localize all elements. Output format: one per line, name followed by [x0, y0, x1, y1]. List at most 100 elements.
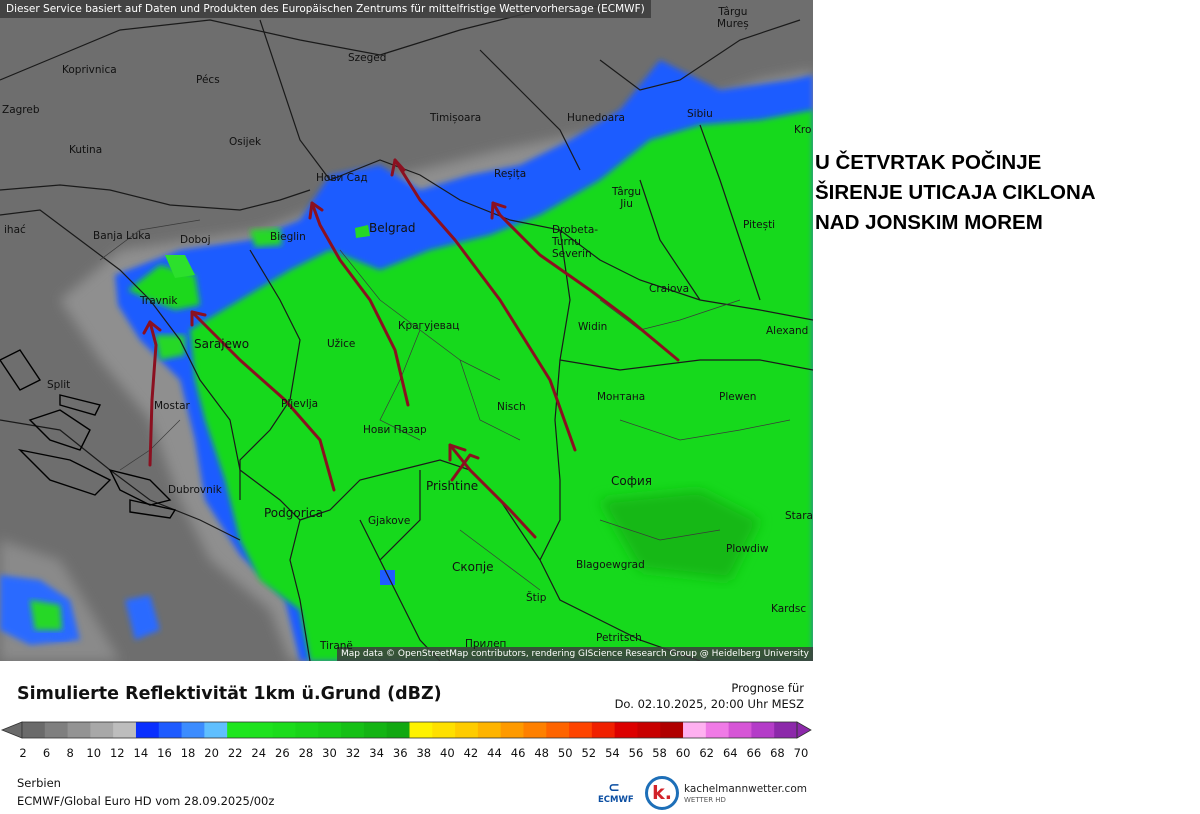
prognose-date: Do. 02.10.2025, 20:00 Uhr MESZ [614, 697, 804, 711]
city-pecs: Pécs [196, 74, 220, 86]
city-montana: Монтана [597, 391, 646, 403]
scale-tick-label: 6 [42, 746, 51, 760]
scale-swatch [774, 722, 798, 738]
scale-tick-label: 40 [440, 746, 455, 760]
ecmwf-logo[interactable]: ⊂ ECMWF [598, 780, 634, 805]
scale-tick-label: 46 [510, 746, 526, 760]
scale-tick-label: 36 [392, 746, 408, 760]
scale-swatch [683, 722, 707, 738]
scale-tick-label: 18 [180, 746, 196, 760]
scale-swatch [295, 722, 319, 738]
scale-tick-label: 16 [157, 746, 172, 760]
city-pljevlja: Pljevlja [281, 398, 319, 410]
kachelmann-brand[interactable]: kachelmannwetter.com WETTER HD [684, 784, 807, 806]
annotation-line-1: U ČETVRTAK POČINJE [815, 151, 1042, 174]
city-petritsch: Petritsch [596, 632, 642, 644]
city-pitesti: Pitești [743, 219, 776, 231]
scale-swatch [591, 722, 616, 738]
scale-tick-label: 54 [605, 746, 620, 760]
city-dubrovnik: Dubrovnik [168, 484, 222, 496]
scale-tick-label: 42 [463, 746, 479, 760]
city-podgorica: Podgorica [264, 506, 323, 520]
scale-tick-label: 14 [133, 746, 149, 760]
scale-tick-label: 48 [534, 746, 549, 760]
scale-tick-label: 38 [416, 746, 432, 760]
scale-tick-label: 58 [652, 746, 667, 760]
scale-swatch [135, 722, 160, 738]
city-prilep: Прилеп [465, 638, 507, 650]
scale-swatch [227, 722, 251, 738]
scale-tick-label: 26 [275, 746, 290, 760]
scale-swatch [660, 722, 684, 738]
city-resita: Reșița [494, 168, 527, 180]
city-osijek: Osijek [229, 136, 262, 148]
map-data-attribution[interactable]: Map data © OpenStreetMap contributors, r… [337, 647, 813, 661]
brand-name: kachelmannwetter.com [684, 783, 807, 795]
brand-subtitle: WETTER HD [684, 796, 726, 804]
scale-tick-label: 8 [66, 746, 74, 760]
city-prishtine: Prishtine [426, 479, 479, 493]
city-skopje: Скопје [452, 560, 494, 574]
city-tirane: Tiranë [320, 640, 353, 652]
scale-tick-label: 60 [675, 746, 691, 760]
scale-swatch [455, 722, 479, 738]
region-label: Serbien [17, 776, 61, 790]
city-novi-sad: Нови Сад [316, 172, 368, 184]
scale-tick-label: 28 [298, 746, 314, 760]
city-alexandria: Alexand [766, 325, 809, 337]
ecmwf-logo-icon: ⊂ [608, 780, 620, 796]
scale-swatch [546, 722, 570, 738]
scale-arrow-right [796, 721, 812, 739]
scale-tick-label: 12 [109, 746, 125, 760]
city-stip: Štip [526, 592, 547, 604]
city-craiova: Craiova [649, 283, 690, 295]
scale-tick-label: 10 [86, 746, 102, 760]
scale-tick-label: 50 [557, 746, 573, 760]
city-nisch: Nisch [497, 401, 526, 413]
scale-swatch [44, 722, 69, 738]
map-layer [0, 4, 813, 661]
city-kroni: Kro [794, 124, 812, 136]
city-blagoewgrad: Blagoewgrad [576, 559, 645, 571]
scale-tick-label: 44 [487, 746, 502, 760]
city-sofia: София [611, 474, 652, 488]
city-uzice: Užice [327, 338, 356, 350]
kachelmann-logo-icon[interactable]: k. [645, 776, 679, 810]
scale-tick-label: 2 [19, 746, 27, 760]
model-run-label: ECMWF/Global Euro HD vom 28.09.2025/00z [17, 794, 275, 808]
city-sibiu: Sibiu [687, 108, 713, 120]
scale-arrow-left [0, 721, 23, 739]
scale-swatch [569, 722, 593, 738]
city-split: Split [47, 379, 71, 391]
legend-title: Simulierte Reflektivität 1km ü.Grund (dB… [17, 684, 442, 704]
city-drobeta-turnu-severin: Drobeta- Turnu Severin [552, 224, 599, 260]
scale-tick-label: 70 [793, 746, 809, 760]
scale-swatch [523, 722, 547, 738]
scale-swatch [614, 722, 638, 738]
scale-swatch [409, 722, 433, 738]
city-kardsc: Kardsc [771, 603, 807, 615]
ecmwf-attribution: Dieser Service basiert auf Daten und Pro… [0, 0, 651, 18]
scale-swatch [22, 722, 46, 738]
scale-swatch [67, 722, 91, 738]
scale-swatch [318, 722, 342, 738]
scale-tick-label: 66 [746, 746, 762, 760]
scale-swatch [751, 722, 775, 738]
scale-swatch [341, 722, 365, 738]
forecast-time: Prognose für Do. 02.10.2025, 20:00 Uhr M… [615, 680, 804, 712]
city-kutina: Kutina [69, 144, 103, 156]
scale-frame [21, 721, 798, 739]
radar-map[interactable]: Dieser Service basiert auf Daten und Pro… [0, 0, 813, 661]
scale-swatch [249, 722, 274, 738]
scale-swatch [90, 722, 114, 738]
city-doboj: Doboj [180, 234, 211, 246]
scale-tick-label: 64 [722, 746, 738, 760]
annotation-line-3: NAD JONSKIM MOREM [815, 211, 1043, 234]
scale-swatch [477, 722, 502, 738]
city-targu-jiu: Târgu Jiu [612, 186, 642, 210]
scale-tick-label: 34 [369, 746, 384, 760]
forecast-annotation: U ČETVRTAK POČINJE ŠIRENJE UTICAJA CIKLO… [815, 148, 1096, 238]
scale-tick-label: 68 [770, 746, 785, 760]
city-travnik: Travnik [140, 295, 178, 307]
city-plewen: Plewen [719, 391, 757, 403]
